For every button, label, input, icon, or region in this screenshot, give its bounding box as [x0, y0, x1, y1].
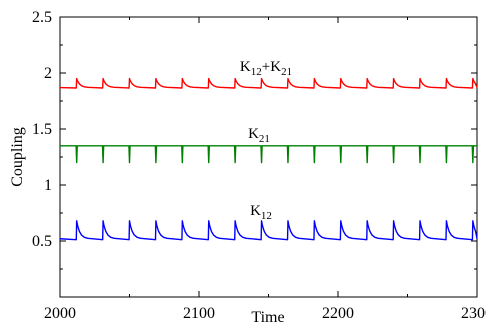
- series-lines: [59, 77, 478, 241]
- x-axis-label: Time: [251, 309, 284, 326]
- y-tick-label: 2.5: [32, 9, 52, 26]
- x-tick-label: 2000: [44, 305, 76, 322]
- x-tick-label: 2200: [322, 305, 354, 322]
- series-line-2: [59, 220, 478, 241]
- y-tick-label: 1: [44, 177, 52, 194]
- x-tick-label: 2100: [183, 305, 215, 322]
- y-tick-label: 2: [44, 65, 52, 82]
- y-tick-label: 1.5: [32, 121, 52, 138]
- axis-ticks: [59, 16, 478, 297]
- series-label-k12-plus-k21: K12+K21: [240, 59, 292, 78]
- series-label-k21: K21: [248, 126, 270, 145]
- series-label-k12: K12: [250, 203, 272, 222]
- series-line-1: [60, 145, 477, 164]
- y-tick-label: 0.5: [32, 233, 52, 250]
- y-axis-label: Coupling: [9, 127, 26, 187]
- series-line-0: [59, 77, 478, 89]
